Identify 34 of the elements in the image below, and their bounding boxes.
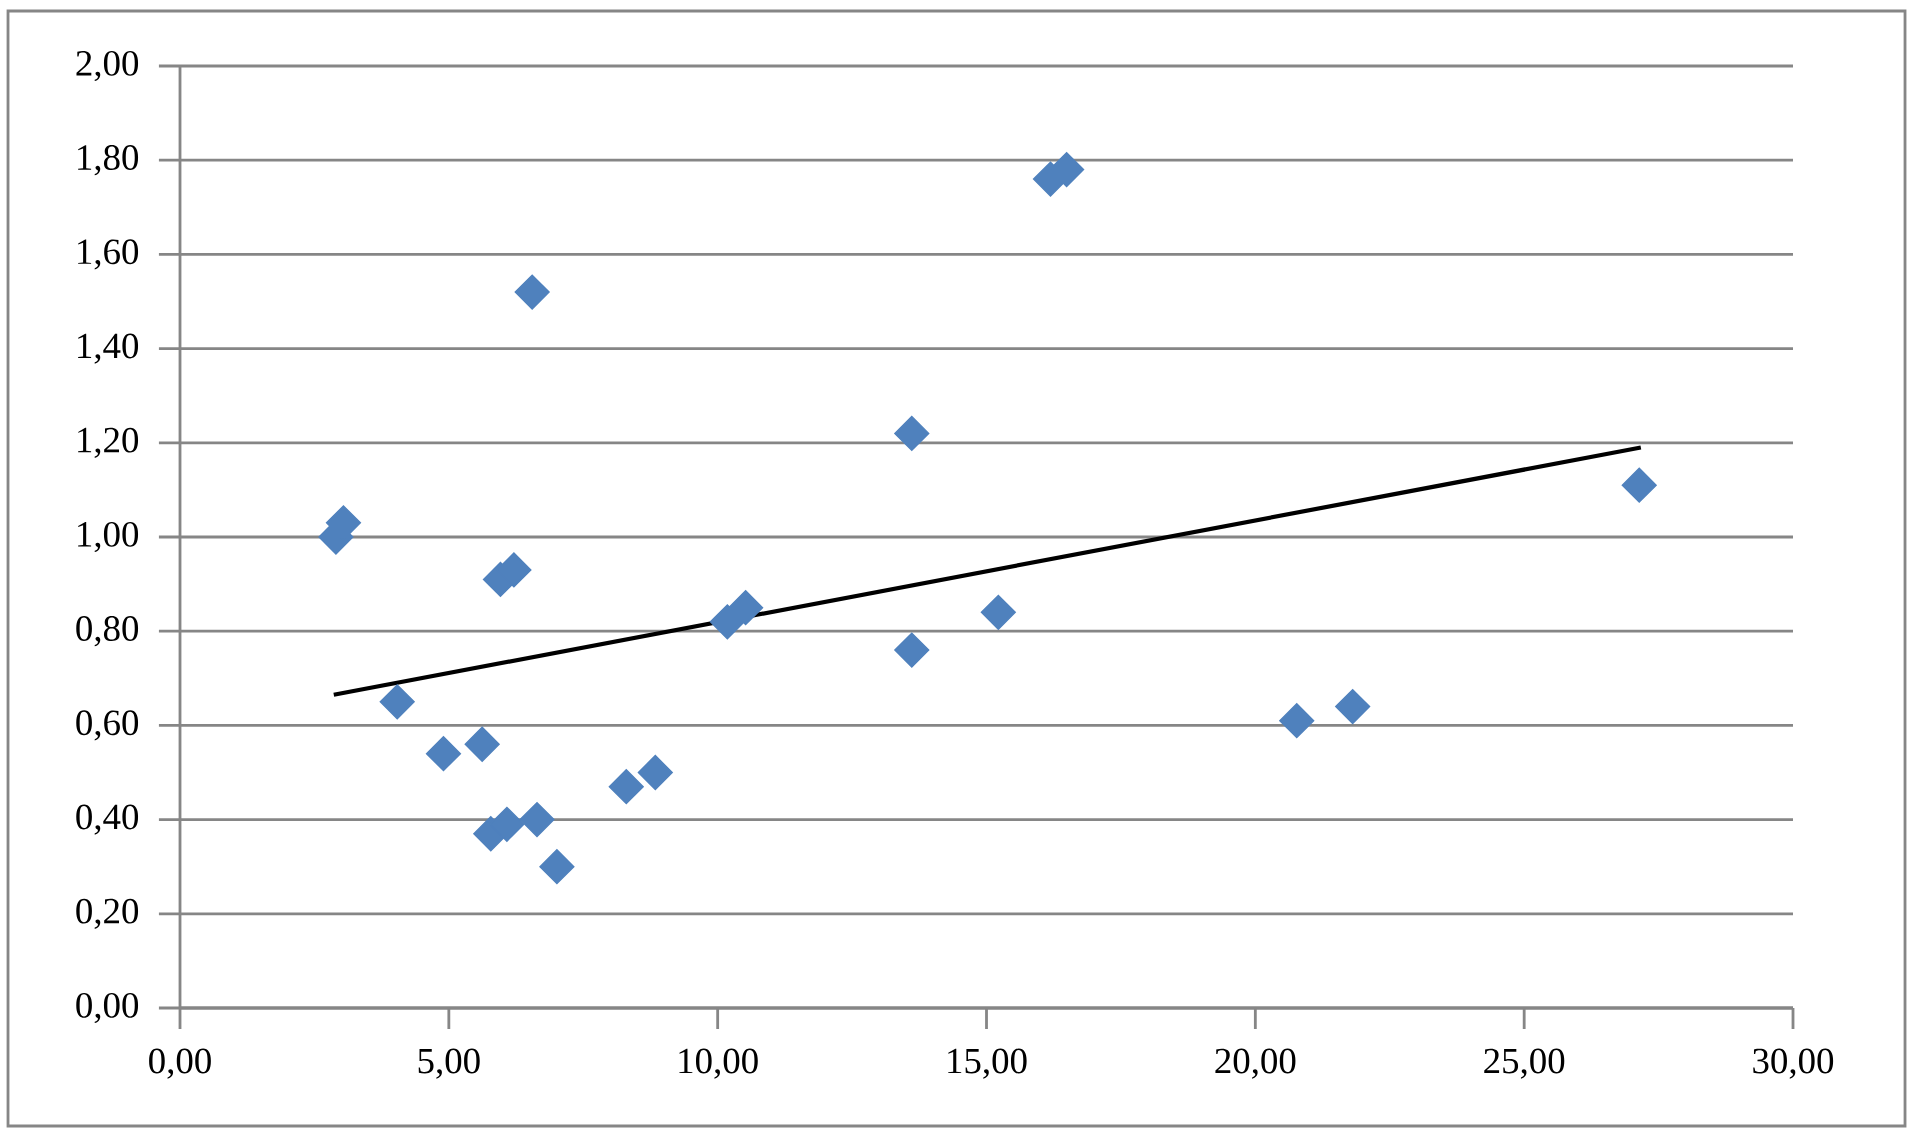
point <box>608 769 644 805</box>
point <box>728 590 764 626</box>
point <box>514 274 550 310</box>
y-tick-label: 0,40 <box>76 804 139 835</box>
x-tick-label: 30,00 <box>1753 1048 1834 1079</box>
y-tick-label: 0,60 <box>76 710 139 741</box>
y-tick-label: 0,80 <box>76 616 139 647</box>
y-tick-label: 1,20 <box>78 427 139 458</box>
point <box>894 415 930 451</box>
point <box>519 801 555 838</box>
point <box>894 632 930 668</box>
point <box>709 604 745 640</box>
point <box>379 684 415 720</box>
y-tick-label: 1,60 <box>78 239 139 270</box>
x-tick-label: 0,00 <box>149 1048 211 1079</box>
x-tick-label: 15,00 <box>948 1048 1027 1079</box>
point <box>980 594 1016 630</box>
y-tick-label: 2,00 <box>76 50 139 82</box>
x-tick-label: 20,00 <box>1215 1048 1296 1079</box>
point <box>425 736 462 772</box>
point <box>637 754 673 791</box>
y-tick-label: 0,20 <box>76 898 139 929</box>
point <box>464 726 500 762</box>
y-tick-label: 1,80 <box>78 145 139 176</box>
point <box>539 849 575 885</box>
y-tick-label: 0,00 <box>76 992 139 1024</box>
x-tick-label: 25,00 <box>1484 1048 1565 1079</box>
point <box>1621 467 1657 503</box>
x-tick-label: 10,00 <box>679 1048 758 1079</box>
y-tick-label: 1,40 <box>78 333 139 364</box>
point <box>1335 688 1371 725</box>
x-tick-label: 5,00 <box>418 1048 480 1079</box>
point <box>1279 703 1315 739</box>
y-tick-label: 1,00 <box>78 521 139 553</box>
